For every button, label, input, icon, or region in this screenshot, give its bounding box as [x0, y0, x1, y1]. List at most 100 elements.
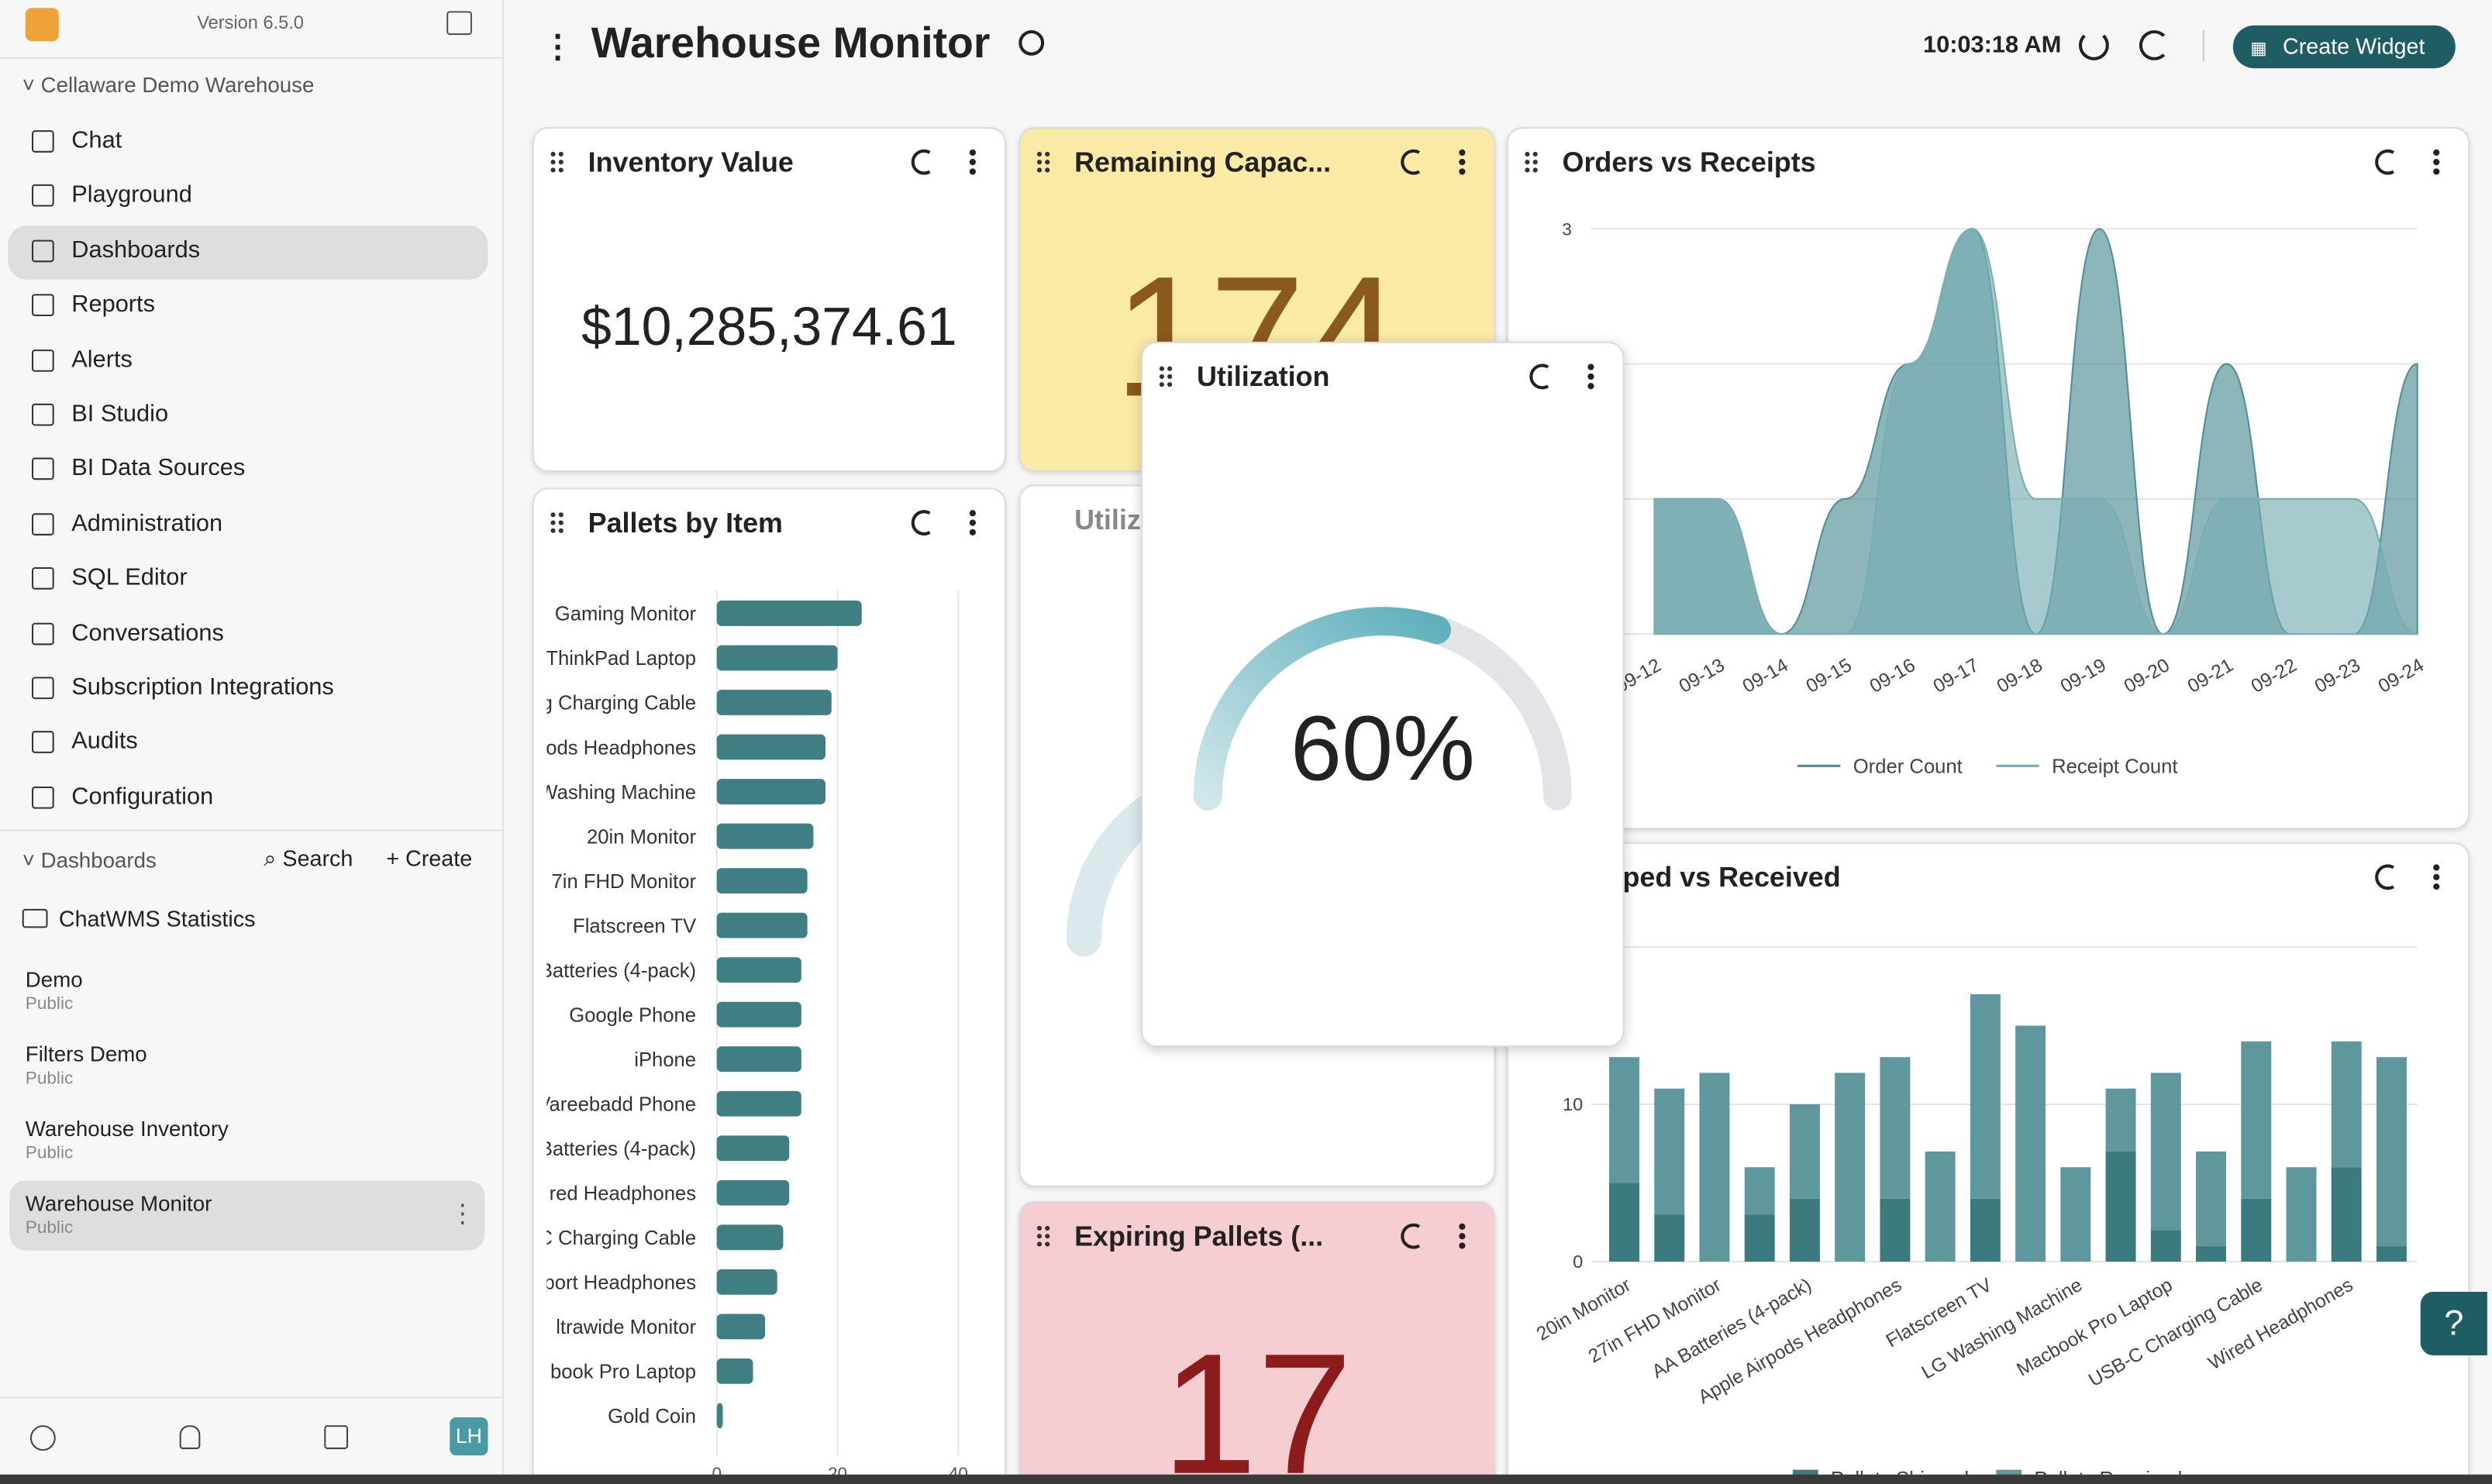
create-button[interactable]: + Create	[386, 845, 473, 871]
search-icon[interactable]	[1019, 29, 1045, 56]
drag-handle[interactable]	[550, 512, 556, 518]
nav-item[interactable]: Administration	[71, 509, 223, 537]
drag-handle[interactable]	[1532, 151, 1538, 157]
auto-refresh[interactable]	[2078, 29, 2109, 60]
card-icons	[550, 510, 976, 535]
nav-item[interactable]: Subscription Integrations	[71, 673, 334, 701]
drag-handle[interactable]	[550, 151, 556, 157]
drag-handle[interactable]	[1045, 1234, 1050, 1239]
drag-handle[interactable]	[1159, 366, 1164, 371]
drag-handle[interactable]	[558, 151, 564, 157]
drag-handle[interactable]	[1532, 167, 1538, 173]
menu-icon[interactable]	[969, 519, 976, 526]
drag-handle[interactable]	[550, 160, 556, 165]
help-button[interactable]: ?	[2420, 1291, 2487, 1355]
menu-icon[interactable]	[969, 159, 976, 166]
drag-handle[interactable]	[1045, 1225, 1050, 1231]
menu-icon[interactable]	[969, 168, 976, 175]
refresh-icon[interactable]	[1529, 363, 1549, 390]
nav-item[interactable]: Dashboards	[71, 236, 201, 263]
nav-item[interactable]: Playground	[71, 181, 192, 209]
menu-icon[interactable]	[2433, 149, 2440, 156]
refresh-icon[interactable]	[2375, 149, 2394, 175]
explore-icon[interactable]	[29, 1425, 56, 1451]
dashboard-name[interactable]: Demo	[25, 967, 83, 992]
drag-handle[interactable]	[1036, 1241, 1043, 1247]
menu-icon[interactable]	[1587, 383, 1594, 390]
drag-handle[interactable]	[1045, 1241, 1050, 1247]
drag-handle[interactable]	[1167, 382, 1173, 387]
drag-handle[interactable]	[550, 528, 556, 533]
refresh-icon[interactable]	[1401, 1223, 1421, 1249]
dashboard-name[interactable]: Warehouse Monitor	[25, 1191, 212, 1216]
avatar[interactable]: LH	[450, 1417, 488, 1456]
menu-icon[interactable]	[1587, 373, 1594, 380]
menu-icon[interactable]	[1459, 1223, 1466, 1231]
menu-icon[interactable]	[1459, 149, 1466, 156]
drag-handle[interactable]	[558, 512, 564, 518]
drag-handle[interactable]	[558, 528, 564, 533]
drag-handle[interactable]	[1159, 382, 1164, 387]
menu-icon[interactable]	[1459, 1233, 1466, 1240]
drag-handle[interactable]	[550, 167, 556, 173]
drag-handle[interactable]	[558, 520, 564, 525]
drag-handle[interactable]	[1525, 167, 1530, 173]
nav-item[interactable]: Chat	[71, 127, 122, 154]
drag-handle[interactable]	[1036, 167, 1043, 173]
alerts-icon[interactable]	[179, 1425, 201, 1449]
drag-handle[interactable]	[558, 160, 564, 165]
drag-handle[interactable]	[1045, 151, 1050, 157]
panel-icon[interactable]	[324, 1425, 349, 1449]
nav-item[interactable]: Reports	[71, 291, 155, 318]
dashboard-name[interactable]: Filters Demo	[25, 1042, 147, 1066]
drag-handle[interactable]	[1525, 151, 1530, 157]
drag-handle[interactable]	[1045, 167, 1050, 173]
menu-icon[interactable]	[2433, 864, 2440, 871]
drag-handle[interactable]	[1532, 160, 1538, 165]
menu-icon[interactable]	[1459, 168, 1466, 175]
menu-icon[interactable]	[2433, 883, 2440, 890]
menu-icon[interactable]	[2433, 168, 2440, 175]
drag-handle[interactable]	[1036, 160, 1043, 165]
menu-icon[interactable]	[2433, 159, 2440, 166]
drag-handle[interactable]	[1045, 160, 1050, 165]
collapse-button[interactable]	[446, 11, 472, 36]
drag-handle[interactable]	[1525, 160, 1530, 165]
drag-handle[interactable]	[1036, 1225, 1043, 1231]
folder[interactable]: ChatWMS Statistics	[58, 905, 256, 931]
drag-handle[interactable]	[1159, 374, 1164, 380]
refresh-icon[interactable]	[2375, 864, 2394, 890]
bar-segment	[2196, 1151, 2226, 1246]
nav-item[interactable]: Alerts	[71, 346, 133, 374]
nav-item[interactable]: Configuration	[71, 783, 214, 811]
nav-item[interactable]: BI Studio	[71, 400, 169, 428]
refresh-icon[interactable]	[911, 510, 931, 535]
dashboard-menu[interactable]: ⋮	[450, 1201, 476, 1228]
dashboards-heading[interactable]: ˅ Dashboards	[22, 848, 157, 873]
search-button[interactable]: ⌕ Search	[264, 845, 353, 871]
menu-icon[interactable]	[1459, 1242, 1466, 1249]
menu-icon[interactable]	[969, 529, 976, 535]
refresh[interactable]	[2139, 29, 2170, 60]
drag-handle[interactable]	[550, 520, 556, 525]
nav-item[interactable]: Conversations	[71, 618, 224, 646]
drag-handle[interactable]	[1167, 374, 1173, 380]
drag-handle[interactable]	[1167, 366, 1173, 371]
drag-handle[interactable]	[1036, 1234, 1043, 1239]
menu-icon[interactable]	[1587, 363, 1594, 370]
refresh-icon[interactable]	[911, 149, 931, 175]
nav-item[interactable]: BI Data Sources	[71, 455, 246, 483]
nav-item[interactable]: SQL Editor	[71, 564, 188, 592]
nav-item[interactable]: Audits	[71, 728, 138, 756]
workspace[interactable]: ˅ Cellaware Demo Warehouse	[22, 73, 315, 98]
dashboard-name[interactable]: Warehouse Inventory	[25, 1117, 229, 1141]
menu-icon[interactable]	[1459, 159, 1466, 166]
drag-handle[interactable]	[558, 167, 564, 173]
create-widget-button[interactable]: ▦ Create Widget	[2232, 25, 2456, 69]
menu-icon[interactable]	[969, 149, 976, 156]
drag-handle[interactable]	[1036, 151, 1043, 157]
refresh-icon[interactable]	[1401, 149, 1421, 175]
menu-icon[interactable]	[969, 510, 976, 517]
menu-icon[interactable]	[2433, 873, 2440, 880]
page-menu[interactable]: ⋮	[542, 29, 574, 66]
